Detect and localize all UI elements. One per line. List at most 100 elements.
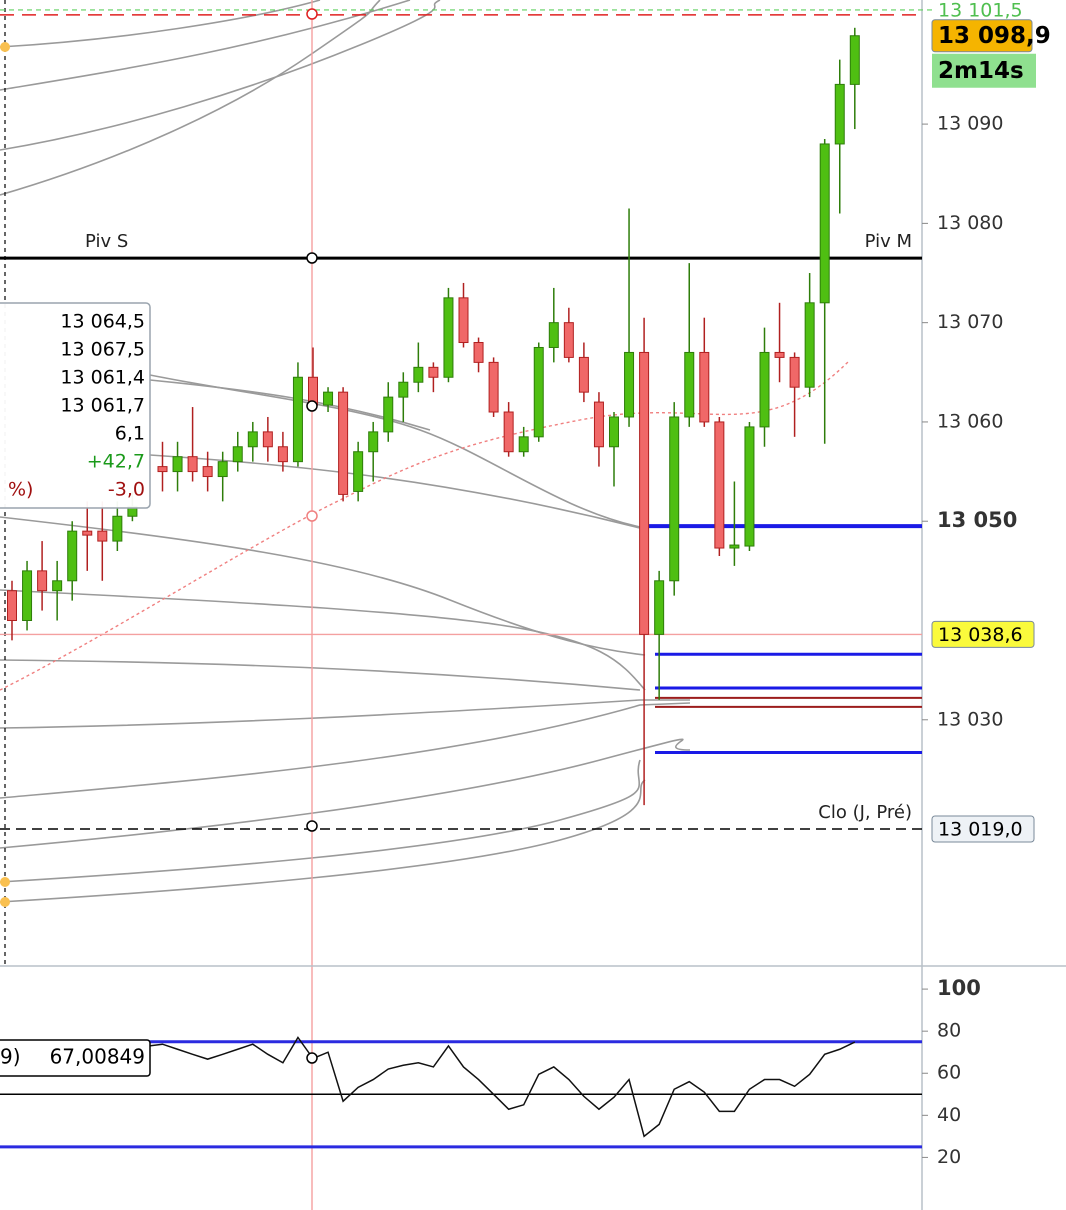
rsi-tick-label: 60 bbox=[937, 1062, 961, 1084]
price-tag bbox=[931, 620, 1035, 648]
candle-body bbox=[383, 396, 394, 433]
price-tag-label: 13 038,6 bbox=[938, 624, 1023, 646]
candle-body bbox=[804, 302, 815, 388]
candle-body bbox=[714, 421, 725, 549]
level-label: Clo (J, Pré) bbox=[818, 802, 912, 823]
candle-body bbox=[609, 416, 619, 448]
y-tick-label: 13 070 bbox=[937, 311, 1003, 333]
candle-body bbox=[729, 544, 740, 549]
price-tag-label: 13 019,0 bbox=[938, 818, 1023, 840]
candle-body bbox=[217, 461, 228, 478]
tooltip-value: -3,0 bbox=[108, 479, 145, 501]
y-tick-label: 13 090 bbox=[937, 113, 1003, 135]
candle-body bbox=[533, 346, 544, 438]
marker bbox=[0, 42, 10, 52]
marker bbox=[306, 1052, 318, 1064]
price-tag bbox=[931, 815, 1035, 843]
candle-body bbox=[639, 351, 650, 635]
candle-body bbox=[247, 431, 258, 448]
candle-body bbox=[443, 297, 454, 378]
tooltip-value: +42,7 bbox=[87, 451, 145, 473]
marker bbox=[306, 400, 318, 412]
candle-body bbox=[578, 356, 589, 393]
candle-body bbox=[338, 391, 349, 495]
candle-body bbox=[292, 376, 303, 463]
marker bbox=[0, 897, 10, 907]
candle-body bbox=[277, 446, 288, 463]
marker bbox=[306, 510, 318, 522]
countdown-box bbox=[932, 53, 1036, 88]
candle-body bbox=[518, 436, 529, 453]
tooltip-box bbox=[0, 302, 151, 509]
tooltip-value: 13 061,4 bbox=[60, 367, 145, 389]
candle-body bbox=[548, 322, 559, 348]
price-tag bbox=[931, 19, 1033, 53]
marker bbox=[306, 820, 318, 832]
y-tick-label: 13 050 bbox=[937, 508, 1017, 532]
candle-body bbox=[488, 361, 499, 413]
candle-body bbox=[157, 466, 168, 473]
y-tick-label: 13 060 bbox=[937, 410, 1003, 432]
rsi-tick-label: 80 bbox=[937, 1020, 961, 1042]
rsi-label: 9) bbox=[0, 1045, 21, 1069]
rsi-tick-label: 40 bbox=[937, 1104, 961, 1126]
rsi-tick-label: 20 bbox=[937, 1146, 961, 1168]
price-tag-label: 13 098,9 bbox=[938, 23, 1051, 49]
tooltip-suffix: %) bbox=[8, 479, 33, 501]
candle-body bbox=[398, 381, 409, 398]
y-tick-label: 13 030 bbox=[937, 708, 1003, 730]
rsi-tick-label: 100 bbox=[937, 976, 981, 1000]
candle-body bbox=[37, 570, 48, 592]
candle-body bbox=[112, 515, 123, 542]
candle-body bbox=[473, 342, 484, 363]
candle-body bbox=[819, 143, 830, 304]
y-tick-label: 13 080 bbox=[937, 212, 1003, 234]
candle-body bbox=[323, 391, 334, 406]
price-tag bbox=[932, 0, 1034, 23]
marker bbox=[306, 252, 318, 264]
candle-body bbox=[7, 590, 17, 621]
price-tag-label: 13 101,5 bbox=[938, 0, 1023, 21]
candle-body bbox=[774, 351, 785, 358]
ticks: 13 090 13 080 13 070 13 060 13 050 13 030 bbox=[922, 113, 1017, 730]
candle-body bbox=[458, 297, 469, 344]
candle-body bbox=[202, 466, 213, 478]
candle-body bbox=[82, 530, 93, 536]
marker bbox=[306, 8, 318, 20]
candle-body bbox=[684, 351, 695, 418]
candle-body bbox=[699, 351, 710, 423]
tooltip-value: 6,1 bbox=[115, 423, 145, 445]
candle-body bbox=[52, 580, 63, 592]
candle-body bbox=[834, 83, 845, 145]
candle-body bbox=[22, 570, 33, 621]
candle-body bbox=[849, 35, 860, 85]
tooltip-value: 13 061,7 bbox=[60, 395, 145, 417]
candle-body bbox=[428, 366, 439, 378]
moving-average bbox=[0, 359, 851, 691]
countdown: 2m14s bbox=[938, 58, 1024, 84]
candle-body bbox=[669, 416, 680, 582]
rsi-label-box bbox=[0, 1039, 151, 1077]
candle-body bbox=[789, 356, 800, 388]
level-label: Piv S bbox=[85, 231, 128, 252]
rsi-value: 67,00849 bbox=[50, 1045, 145, 1069]
rsi-line bbox=[147, 1036, 856, 1138]
tooltip-value: 13 067,5 bbox=[60, 339, 145, 361]
candle-body bbox=[759, 351, 770, 428]
candle-body bbox=[593, 401, 604, 448]
marker bbox=[0, 877, 10, 887]
candle-body bbox=[624, 351, 635, 418]
overlay: 9) 67,00849 %) 13 101,513 098,913 038,61… bbox=[0, 0, 1051, 1077]
candle-body bbox=[654, 580, 665, 635]
indicator-curves bbox=[0, 0, 691, 903]
tooltip-value: 13 064,5 bbox=[60, 311, 145, 333]
candle-body bbox=[187, 456, 198, 473]
rsi-panel: 100 80 60 40 20 bbox=[0, 976, 981, 1168]
candle-body bbox=[67, 530, 78, 582]
candles bbox=[7, 27, 860, 806]
candle-body bbox=[563, 322, 574, 358]
candle-body bbox=[353, 451, 364, 492]
candle-body bbox=[172, 456, 183, 473]
